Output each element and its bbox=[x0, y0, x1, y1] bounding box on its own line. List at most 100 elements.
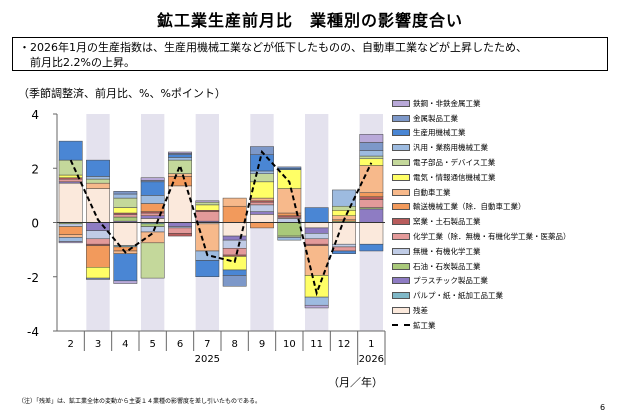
bar-segment bbox=[58, 140, 83, 161]
bar-segment bbox=[58, 237, 83, 242]
legend-swatch bbox=[392, 129, 410, 137]
bar-segment bbox=[332, 250, 356, 254]
legend-swatch bbox=[392, 292, 410, 300]
bar-segment bbox=[359, 196, 384, 200]
legend-swatch bbox=[392, 159, 410, 167]
bar-segment bbox=[168, 157, 192, 161]
bar-segment bbox=[250, 173, 274, 183]
legend-swatch bbox=[392, 99, 410, 107]
bar-segment bbox=[304, 296, 329, 306]
bar-segment bbox=[250, 214, 274, 223]
legend-swatch bbox=[392, 233, 410, 241]
legend-swatch bbox=[392, 188, 410, 196]
y-tick-label: 0 bbox=[31, 217, 39, 231]
x-tick-label: 11 bbox=[310, 339, 323, 350]
year-label: 2025 bbox=[195, 354, 220, 365]
legend-label: 自動車工業 bbox=[413, 187, 451, 197]
x-tick-label: 7 bbox=[204, 339, 210, 350]
bar-segment bbox=[359, 199, 384, 208]
bar-segment bbox=[58, 182, 83, 223]
x-tick-label: 10 bbox=[283, 339, 296, 350]
bar-segment bbox=[140, 195, 165, 204]
legend-item: 生産用機械工業 bbox=[392, 126, 571, 141]
x-tick-label: 3 bbox=[95, 339, 101, 350]
bar-segment bbox=[250, 201, 274, 206]
bar-segment bbox=[222, 248, 247, 256]
y-tick-label: 4 bbox=[31, 108, 39, 122]
bar-segment bbox=[140, 203, 165, 212]
bar-segment bbox=[86, 238, 110, 245]
x-axis-unit: （月／年） bbox=[328, 376, 383, 389]
bar-segment bbox=[359, 150, 384, 157]
bar-segment bbox=[359, 142, 384, 151]
summary-box: ・2026年1月の生産指数は、生産用機械工業などが低下したものの、自動車工業など… bbox=[12, 37, 608, 71]
chart-subtitle: （季節調整済、前月比、%、%ポイント） bbox=[18, 87, 226, 100]
bar-segment bbox=[195, 200, 220, 203]
bar-segment bbox=[304, 222, 329, 229]
x-tick-label: 6 bbox=[177, 339, 183, 350]
legend-label: 生産用機械工業 bbox=[413, 128, 466, 138]
legend: 鉄鋼・非鉄金属工業 金属製品工業 生産用機械工業 汎用・業務用機械工業 電子部品・デバイ… bbox=[392, 96, 571, 333]
bar-segment bbox=[250, 204, 274, 212]
legend-label: 石油・石炭製品工業 bbox=[413, 261, 481, 271]
bar-segment bbox=[113, 246, 138, 252]
bar-segment bbox=[250, 197, 274, 202]
legend-label: 汎用・業務用機械工業 bbox=[413, 143, 488, 153]
legend-swatch bbox=[392, 144, 410, 152]
bar-segment bbox=[304, 304, 329, 309]
bar-segment bbox=[113, 222, 138, 246]
legend-item: パルプ・紙・紙加工品工業 bbox=[392, 288, 571, 303]
bar-segment bbox=[140, 242, 165, 279]
legend-item: 電気・情報通信機械工業 bbox=[392, 170, 571, 185]
legend-item: 化学工業（除．無機・有機化学工業・医薬品） bbox=[392, 229, 571, 244]
legend-item: 輸送機械工業（除．自動車工業） bbox=[392, 200, 571, 215]
legend-label: 鉄鋼・非鉄金属工業 bbox=[413, 98, 481, 108]
legend-swatch bbox=[392, 277, 410, 285]
page-number: 6 bbox=[600, 403, 606, 412]
bar-segment bbox=[359, 165, 384, 193]
bar-segment bbox=[140, 177, 165, 181]
total-line bbox=[69, 149, 373, 297]
bar-segment bbox=[277, 237, 302, 241]
legend-item: 金属製品工業 bbox=[392, 111, 571, 126]
bar-segment bbox=[86, 222, 110, 231]
legend-swatch bbox=[392, 114, 410, 122]
bar-segment bbox=[277, 222, 302, 237]
bar-segment bbox=[304, 233, 329, 240]
summary-line: 前月比2.2%の上昇。 bbox=[19, 56, 135, 69]
bar-segment bbox=[250, 222, 274, 229]
bar-segment bbox=[359, 222, 384, 245]
legend-item: 鉱工業 bbox=[392, 318, 571, 333]
legend-label: パルプ・紙・紙加工品工業 bbox=[413, 291, 503, 301]
bar-segment bbox=[140, 231, 165, 244]
legend-swatch bbox=[392, 262, 410, 270]
bar-segment bbox=[332, 243, 356, 248]
bar-segment bbox=[359, 243, 384, 252]
bar-segment bbox=[195, 211, 220, 222]
bar-segment bbox=[222, 269, 247, 276]
bar-segment bbox=[113, 253, 138, 282]
bar-segment bbox=[250, 211, 274, 215]
legend-swatch bbox=[392, 218, 410, 226]
legend-line-swatch bbox=[392, 324, 410, 327]
bar-segment bbox=[86, 245, 110, 268]
bar-segment bbox=[86, 277, 110, 280]
bar-segment bbox=[140, 181, 165, 196]
bar-segment bbox=[113, 207, 138, 214]
bar-segment bbox=[168, 222, 192, 227]
legend-item: プラスチック製品工業 bbox=[392, 274, 571, 289]
bar-segment bbox=[222, 239, 247, 249]
legend-label: プラスチック製品工業 bbox=[413, 276, 488, 286]
y-tick-label: -4 bbox=[27, 325, 39, 339]
bar-segment bbox=[277, 188, 302, 214]
legend-swatch bbox=[392, 203, 410, 211]
summary-line: ・2026年1月の生産指数は、生産用機械工業などが低下したものの、自動車工業など… bbox=[19, 41, 527, 54]
bar-segment bbox=[168, 154, 192, 158]
legend-item: 窯業・土石製品工業 bbox=[392, 214, 571, 229]
bar-segment bbox=[58, 226, 83, 235]
bar-segment bbox=[58, 178, 83, 183]
bar-segment bbox=[195, 260, 220, 278]
bar-segment bbox=[168, 159, 192, 174]
bar-segment bbox=[332, 210, 356, 216]
